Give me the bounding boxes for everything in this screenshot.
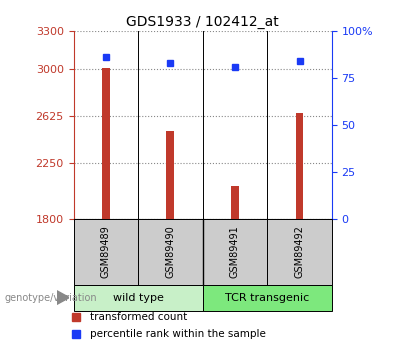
Text: transformed count: transformed count xyxy=(90,312,187,322)
Text: GSM89491: GSM89491 xyxy=(230,226,240,278)
Text: GSM89492: GSM89492 xyxy=(294,225,304,278)
Bar xyxy=(138,219,202,285)
Text: percentile rank within the sample: percentile rank within the sample xyxy=(90,329,266,339)
Bar xyxy=(74,219,138,285)
Text: GSM89490: GSM89490 xyxy=(165,226,176,278)
Bar xyxy=(203,219,267,285)
Bar xyxy=(296,112,303,219)
Bar xyxy=(102,68,110,219)
Title: GDS1933 / 102412_at: GDS1933 / 102412_at xyxy=(126,14,279,29)
Bar xyxy=(203,285,332,310)
Text: TCR transgenic: TCR transgenic xyxy=(225,293,310,303)
Bar xyxy=(74,285,203,310)
Text: genotype/variation: genotype/variation xyxy=(4,293,97,303)
Bar xyxy=(166,131,174,219)
Text: GSM89489: GSM89489 xyxy=(101,226,111,278)
Bar xyxy=(267,219,332,285)
Polygon shape xyxy=(57,290,69,305)
Text: wild type: wild type xyxy=(113,293,163,303)
Bar xyxy=(231,187,239,219)
